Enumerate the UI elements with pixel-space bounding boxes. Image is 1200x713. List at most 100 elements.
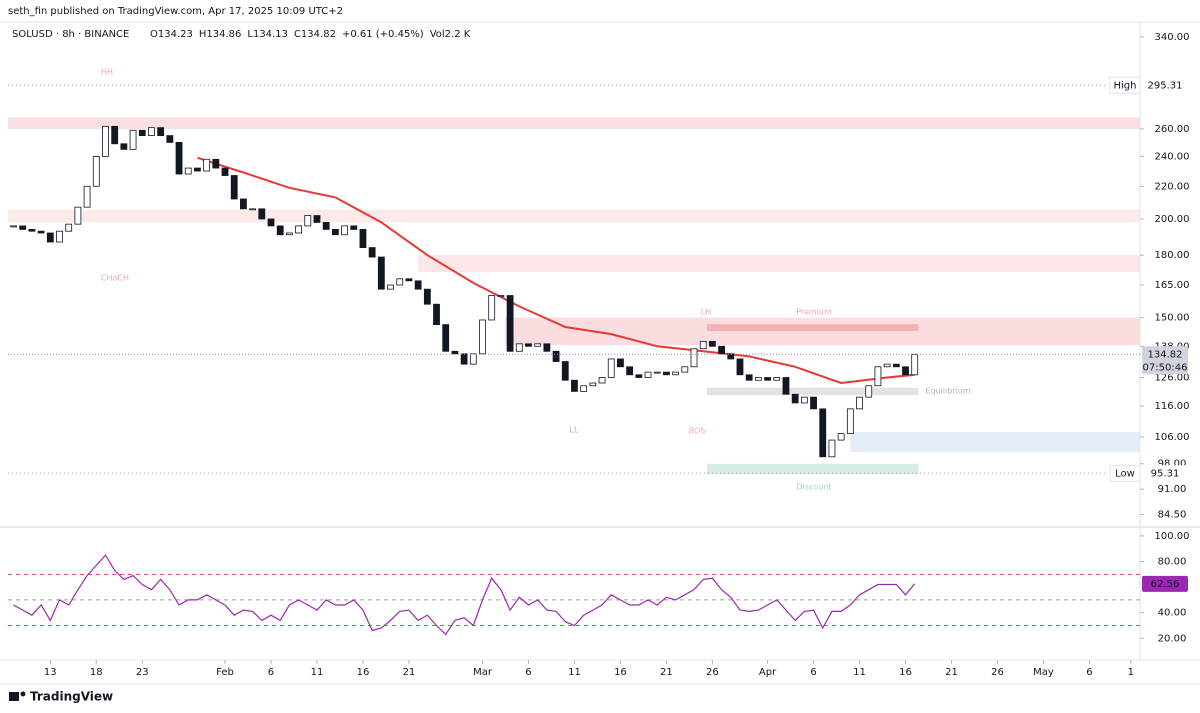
x-tick-label: Apr (759, 667, 777, 678)
candle (212, 158, 220, 169)
rsi-value: 62.56 (1151, 579, 1180, 590)
zone (8, 209, 1140, 223)
zone (505, 317, 1140, 346)
x-tick-label: 26 (991, 667, 1004, 678)
candle (249, 208, 257, 211)
candle (515, 343, 523, 352)
last-price-badge (1142, 346, 1188, 375)
x-tick-label: 21 (403, 667, 416, 678)
y-tick-label: 100.00 (1155, 531, 1190, 542)
y-tick-label: 165.00 (1155, 280, 1190, 291)
annotation: BOS (689, 427, 706, 436)
zone (706, 387, 919, 396)
y-tick-label: 200.00 (1155, 214, 1190, 225)
candle (203, 158, 211, 172)
candle (525, 343, 532, 347)
candle (902, 366, 909, 376)
candle (341, 225, 348, 236)
candle (433, 303, 440, 326)
candle (745, 374, 753, 381)
candle (129, 129, 137, 150)
candle (626, 366, 634, 376)
candle (856, 396, 863, 410)
candle (828, 439, 836, 458)
candle (10, 225, 17, 228)
candle (663, 371, 670, 376)
candle (653, 371, 661, 374)
x-tick-label: 6 (1086, 667, 1092, 678)
candle (451, 350, 459, 355)
candle (258, 208, 266, 220)
candle (414, 280, 422, 290)
ohlc-label: O134.23 (150, 29, 193, 40)
candle (552, 350, 560, 362)
zone (850, 431, 1140, 453)
candle (74, 206, 82, 225)
candle (469, 353, 477, 365)
symbol: SOLUSD · 8h · BINANCE (12, 29, 129, 40)
y-tick-label: 260.00 (1155, 124, 1190, 135)
annotation: HH (101, 68, 113, 77)
x-tick-label: 6 (268, 667, 274, 678)
candle (883, 363, 891, 368)
candle (837, 433, 845, 441)
candle (589, 382, 597, 387)
rsi-badge (1142, 575, 1188, 592)
candle (102, 125, 109, 157)
candle (46, 232, 54, 243)
candle (267, 218, 275, 227)
low-value: 95.31 (1151, 468, 1180, 479)
candle (727, 353, 735, 360)
high-badge (1109, 76, 1141, 94)
candle (37, 230, 45, 234)
candle (83, 185, 91, 208)
candle (295, 225, 302, 234)
candle (617, 358, 624, 368)
candle (506, 295, 514, 352)
candle (442, 324, 450, 352)
candle (65, 223, 73, 232)
x-tick-label: 6 (810, 667, 816, 678)
annotation: CHoCH (101, 274, 129, 283)
moving-average (197, 156, 915, 385)
candle (221, 167, 229, 176)
top-bar (0, 0, 1200, 22)
candle (534, 343, 542, 347)
candle (56, 230, 63, 243)
ohlc-label: C134.82 (294, 29, 336, 40)
candle (276, 225, 284, 236)
y-tick-label: 126.00 (1155, 373, 1190, 384)
candle (28, 229, 36, 232)
candle (865, 385, 873, 398)
candle (230, 175, 238, 200)
candle (736, 358, 744, 376)
high-value-badge (1142, 77, 1188, 94)
candle (607, 358, 615, 378)
candle (120, 143, 128, 150)
y-tick-label: 98.00 (1158, 459, 1187, 470)
candle (488, 295, 496, 321)
candle (322, 222, 330, 230)
x-tick-label: 21 (945, 667, 958, 678)
candle (460, 353, 468, 365)
candle (111, 125, 119, 145)
y-tick-label: 220.00 (1155, 181, 1190, 192)
rsi-line (13, 554, 916, 636)
candle (285, 232, 293, 236)
high-value: 295.31 (1148, 80, 1183, 91)
candle (681, 366, 689, 373)
candle (708, 340, 716, 347)
candle (377, 256, 385, 290)
candle (911, 353, 919, 376)
x-tick-label: 21 (660, 667, 673, 678)
tv-logo (9, 691, 26, 701)
x-tick-label: 16 (357, 667, 370, 678)
x-tick-label: 11 (853, 667, 866, 678)
candle (175, 142, 183, 175)
candle (194, 167, 201, 172)
candle (800, 396, 808, 404)
y-tick-label: 116.00 (1155, 401, 1190, 412)
candle (166, 135, 174, 143)
candle (92, 156, 100, 187)
